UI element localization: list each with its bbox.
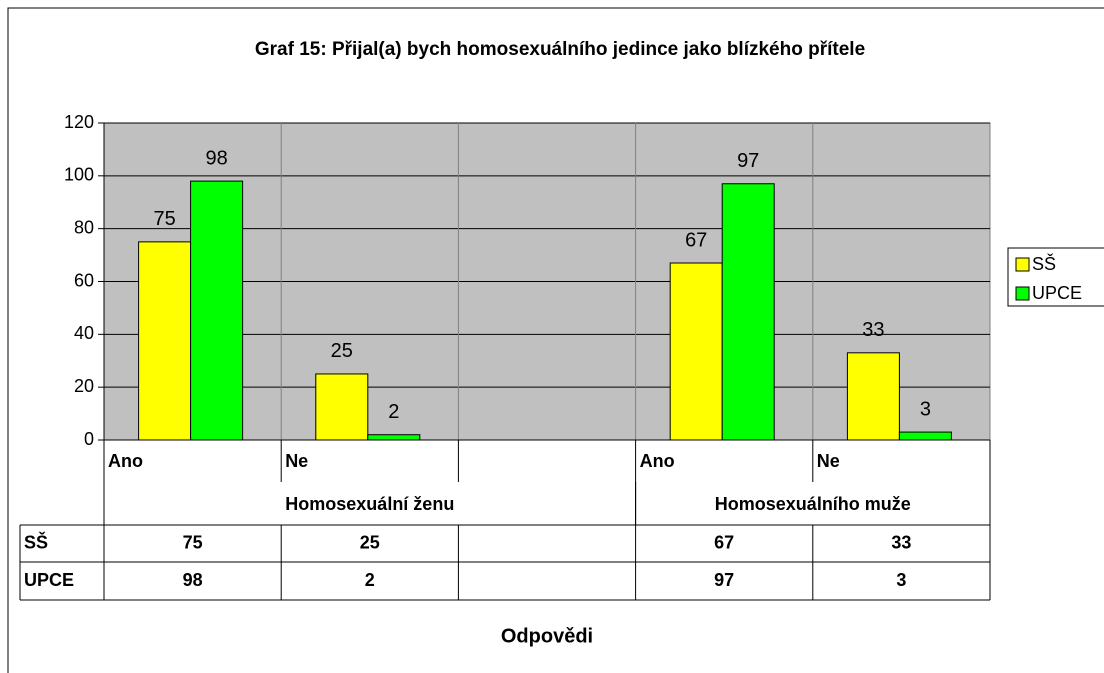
group-label: Homosexuálního muže xyxy=(715,494,911,514)
table-cell: 97 xyxy=(714,570,734,590)
table-cell: 98 xyxy=(183,570,203,590)
group-label: Homosexuální ženu xyxy=(285,494,454,514)
x-tick-label: Ne xyxy=(285,451,308,471)
bar xyxy=(138,241,192,441)
table-cell: 67 xyxy=(714,532,734,552)
table-row-header: SŠ xyxy=(24,531,48,552)
legend-swatch xyxy=(1015,257,1030,272)
x-axis-title: Odpovědi xyxy=(501,625,593,647)
bar xyxy=(721,183,775,441)
bar xyxy=(190,180,244,441)
table-cell: 3 xyxy=(896,570,906,590)
data-label: 67 xyxy=(685,229,707,251)
data-label: 25 xyxy=(331,340,353,362)
data-label: 3 xyxy=(920,398,931,420)
legend-label: UPCE xyxy=(1032,283,1082,303)
bar xyxy=(315,373,369,441)
y-tick-label: 60 xyxy=(74,270,94,290)
x-tick-label: Ne xyxy=(817,451,840,471)
legend-swatch xyxy=(1015,286,1030,301)
table-cell: 25 xyxy=(360,532,380,552)
table-row-header: UPCE xyxy=(24,570,74,590)
data-label: 2 xyxy=(388,401,399,423)
legend-label: SŠ xyxy=(1032,253,1056,274)
y-tick-label: 120 xyxy=(64,112,94,132)
bar xyxy=(669,262,723,441)
bar xyxy=(846,352,900,441)
table-cell: 33 xyxy=(891,532,911,552)
table-cell: 2 xyxy=(365,570,375,590)
bar xyxy=(898,431,952,441)
data-label: 75 xyxy=(153,208,175,230)
y-tick-label: 80 xyxy=(74,217,94,237)
table-cell: 75 xyxy=(183,532,203,552)
y-tick-label: 40 xyxy=(74,323,94,343)
data-label: 98 xyxy=(205,147,227,169)
data-label: 97 xyxy=(737,150,759,172)
x-tick-label: Ano xyxy=(640,451,675,471)
bar xyxy=(367,434,421,441)
data-label: 33 xyxy=(862,319,884,341)
x-tick-label: Ano xyxy=(108,451,143,471)
y-tick-label: 20 xyxy=(74,376,94,396)
chart-title: Graf 15: Přijal(a) bych homosexuálního j… xyxy=(255,39,865,60)
y-tick-label: 0 xyxy=(84,429,94,449)
y-tick-label: 100 xyxy=(64,165,94,185)
